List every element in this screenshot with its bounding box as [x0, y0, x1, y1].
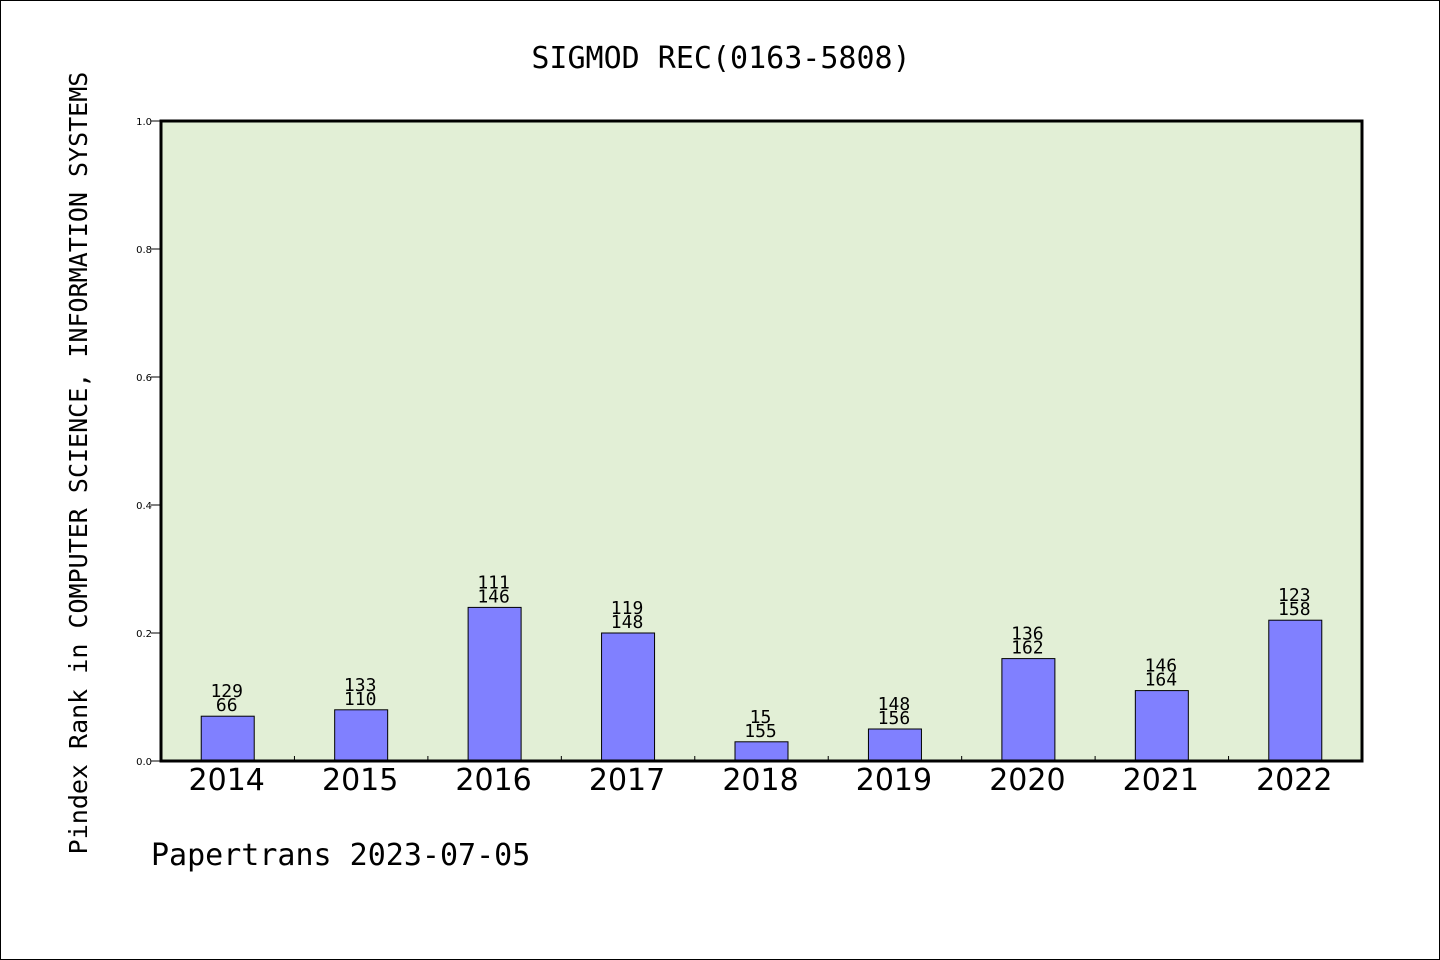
- y-axis-ticks: 0.0 0.2 0.4 0.6 0.8 1.0: [136, 117, 161, 768]
- x-tick-label: 2020: [989, 763, 1065, 798]
- y-tick-label: 0.8: [136, 245, 152, 256]
- x-tick-label: 2021: [1123, 763, 1199, 798]
- bar-2014: [200, 715, 255, 762]
- bar-label-top: 148: [878, 694, 911, 715]
- x-tick-label: 2015: [322, 763, 398, 798]
- bar-label-top: 136: [1011, 624, 1044, 645]
- bar-label-bottom: 158: [1278, 599, 1311, 620]
- bar-2016: [467, 606, 522, 762]
- bar-2021: [1134, 690, 1189, 762]
- bar-label-bottom: 110: [344, 689, 377, 710]
- bar-2015: [334, 709, 389, 762]
- bar-label-bottom: 148: [611, 612, 644, 633]
- bar-label-bottom: 146: [477, 586, 510, 607]
- x-tick-label: 2014: [189, 763, 265, 798]
- bar-2022: [1268, 619, 1323, 762]
- bar-2019: [867, 728, 922, 762]
- bar-2017: [601, 632, 656, 762]
- chart-title: SIGMOD REC(0163-5808): [531, 41, 910, 76]
- plot-area: [159, 119, 1364, 763]
- x-axis-labels: 2014 2015 2016 2017 2018 2019 2020 2021 2022: [189, 763, 1333, 798]
- x-tick-label: 2018: [722, 763, 798, 798]
- bar-label-top: 15: [750, 707, 772, 728]
- bar-label-bottom: 66: [216, 695, 238, 716]
- bar-2018: [734, 741, 789, 762]
- bar-label-top: 133: [344, 675, 377, 696]
- bar-label-top: 123: [1278, 585, 1311, 606]
- y-tick-label: 0.6: [136, 373, 152, 384]
- bar-labels-group: 1296613311011114611914815155148156136162…: [210, 572, 1310, 741]
- y-axis-label: Pindex Rank in COMPUTER SCIENCE, INFORMA…: [64, 72, 93, 855]
- footer-credit: Papertrans 2023-07-05: [151, 838, 530, 873]
- bar-2020: [1001, 658, 1056, 762]
- bar-label-bottom: 155: [744, 721, 777, 742]
- bar-label-bottom: 156: [878, 708, 911, 729]
- plot-border: [159, 119, 1364, 763]
- x-tick-label: 2016: [455, 763, 531, 798]
- y-tick-label: 0.4: [136, 501, 152, 512]
- y-tick-label: 0.0: [136, 757, 152, 768]
- bar-label-top: 119: [611, 598, 644, 619]
- bar-label-top: 129: [210, 681, 243, 702]
- y-tick-label: 0.2: [136, 629, 152, 640]
- bar-label-top: 111: [477, 572, 510, 593]
- x-tick-label: 2017: [589, 763, 665, 798]
- x-tick-label: 2019: [856, 763, 932, 798]
- bar-label-bottom: 162: [1011, 638, 1044, 659]
- bars-group: [200, 606, 1323, 762]
- y-tick-label: 1.0: [136, 117, 152, 128]
- bar-label-bottom: 164: [1145, 670, 1178, 691]
- x-tick-label: 2022: [1256, 763, 1332, 798]
- bar-label-top: 146: [1145, 656, 1178, 677]
